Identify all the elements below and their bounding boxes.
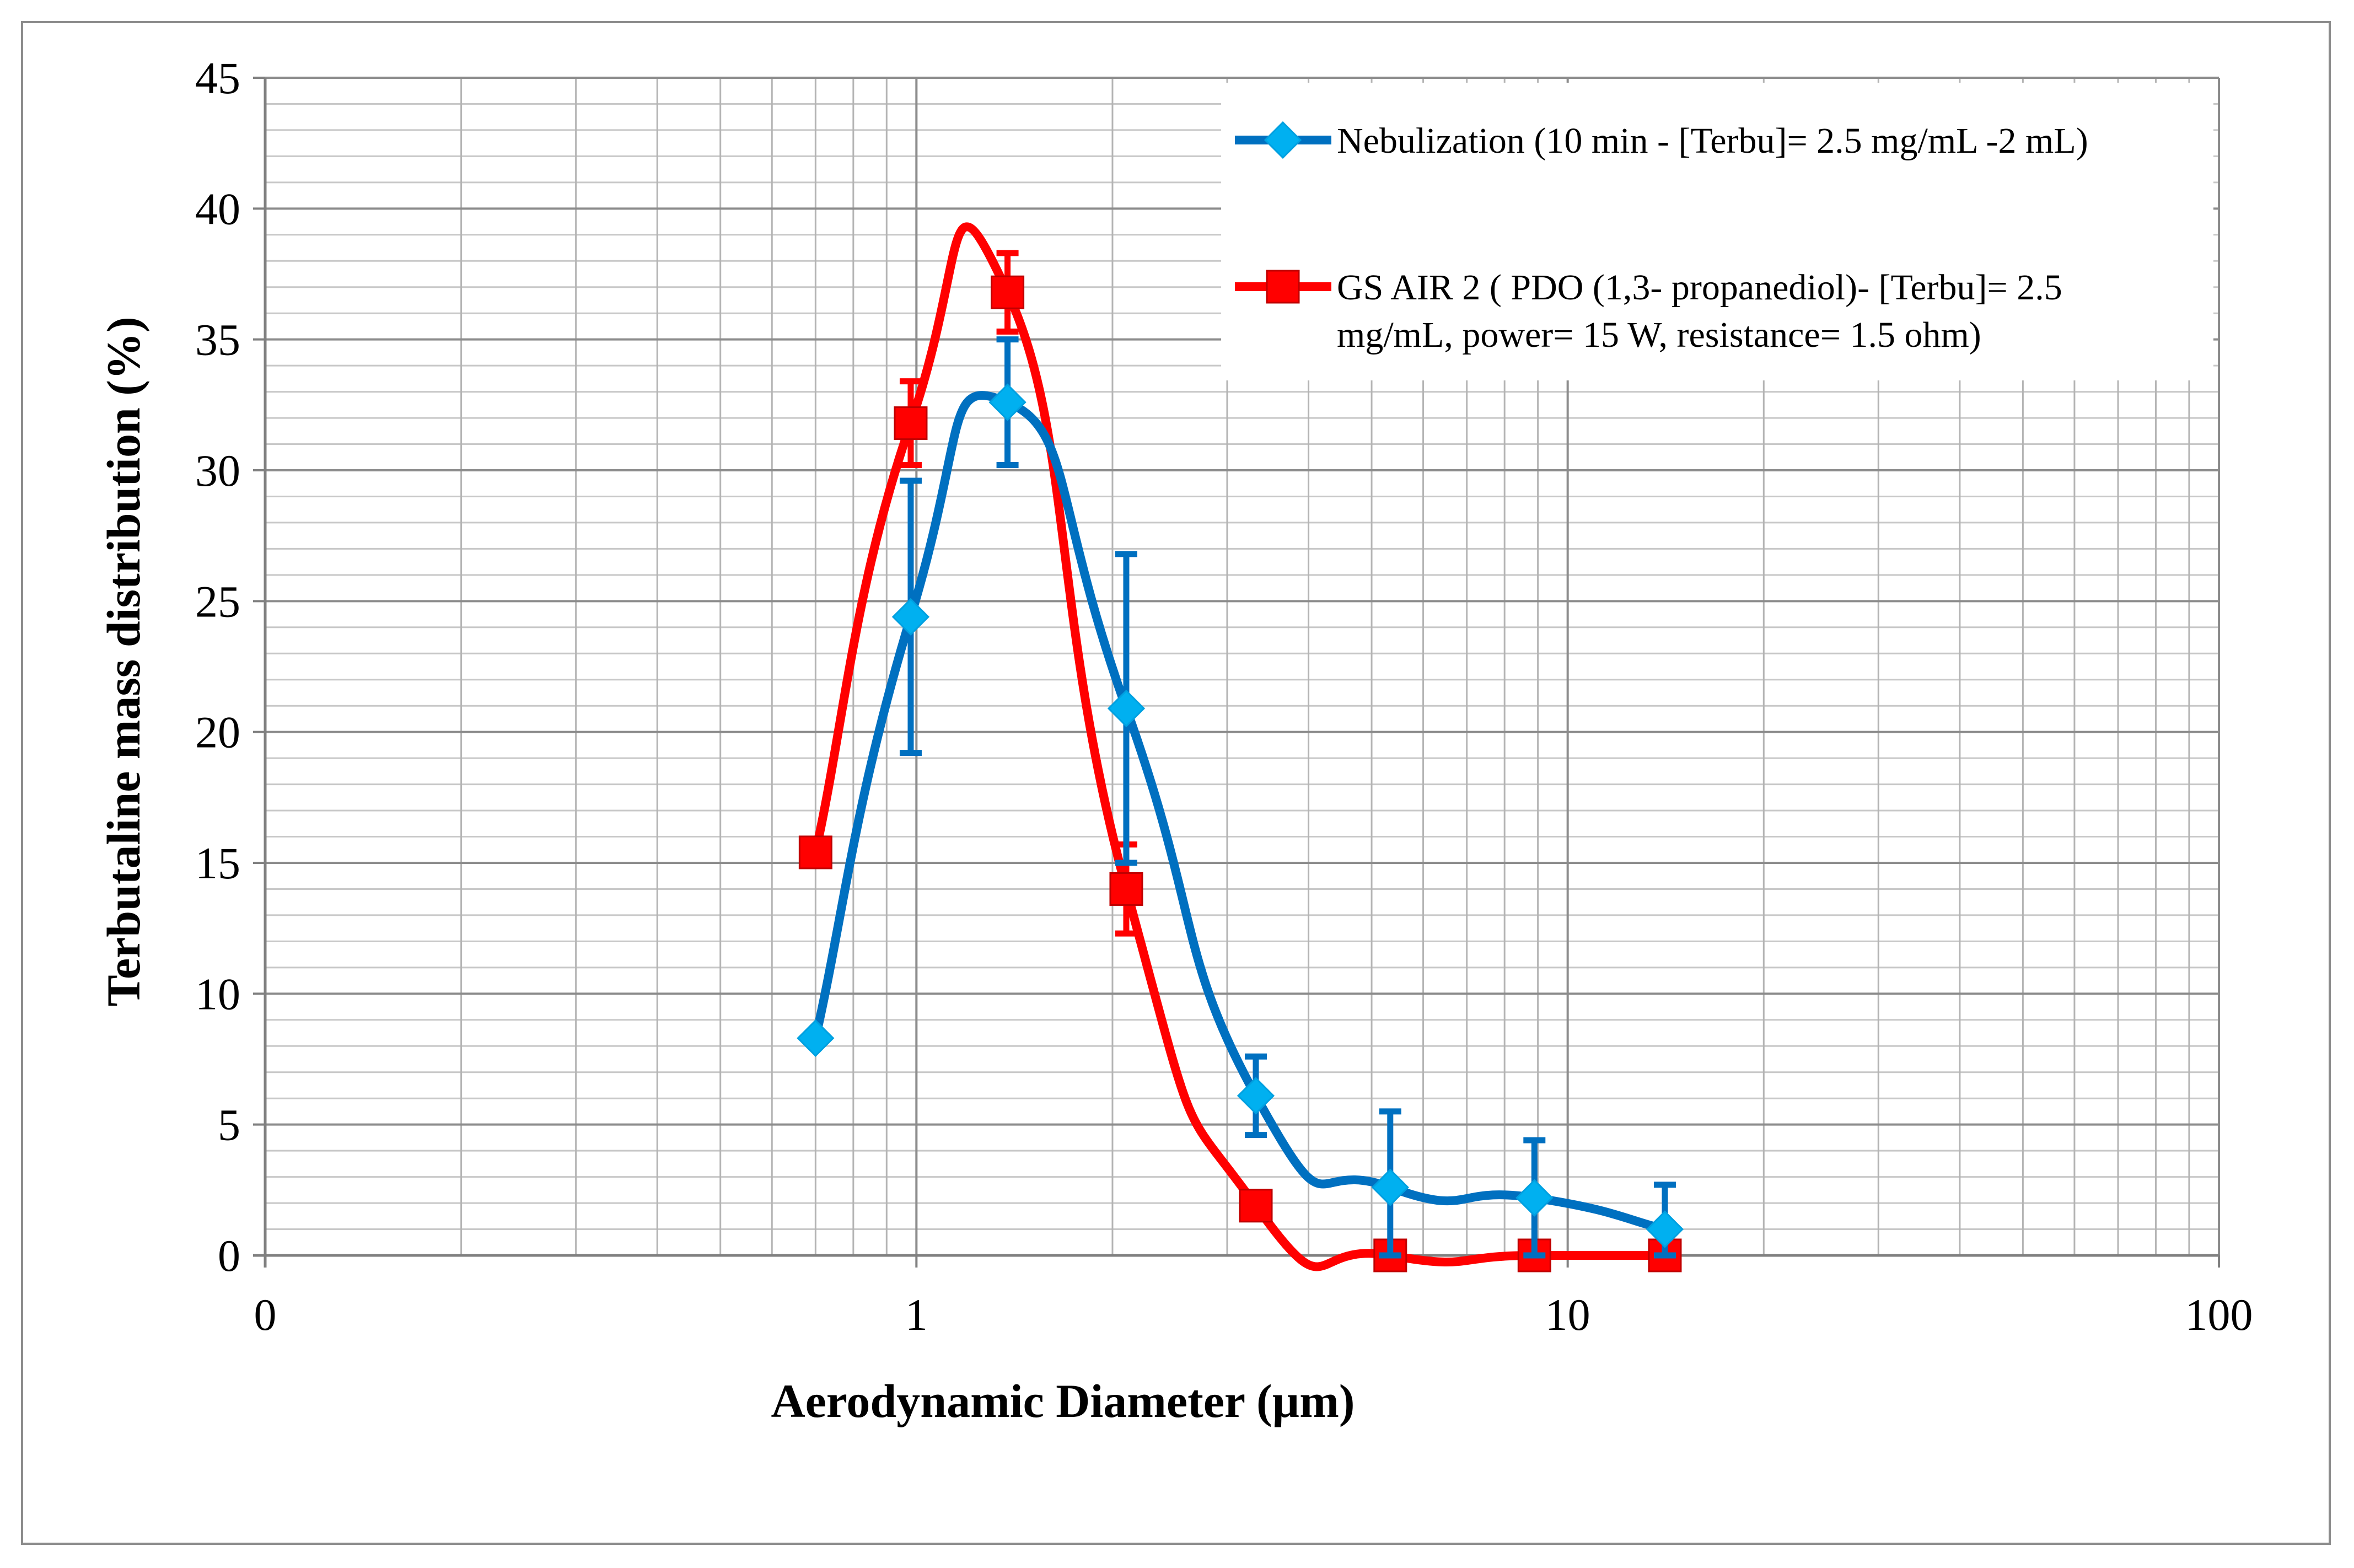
- data-point: [1109, 872, 1143, 906]
- legend-box: [1221, 83, 2213, 380]
- legend-label-gs-air-2-line1: GS AIR 2 ( PDO (1,3- propanediol)- [Terb…: [1337, 267, 2062, 308]
- y-axis-title: Terbutaline mass distribution (%): [97, 316, 150, 1006]
- series-nebulization: [797, 336, 1684, 1259]
- legend-marker-gs-air-2: [1266, 270, 1300, 304]
- axis-layer: 0 5 10 15 20 25 30 35 40 45 0 1 10 100: [195, 53, 2253, 1340]
- y-tick-label: 25: [195, 576, 240, 626]
- data-point: [1646, 1210, 1684, 1248]
- y-tick-label: 30: [195, 445, 240, 496]
- x-tick-label: 100: [2185, 1290, 2253, 1340]
- data-point: [1239, 1189, 1273, 1223]
- y-tick-label: 5: [218, 1100, 240, 1150]
- y-tick-label: 45: [195, 53, 240, 103]
- data-point: [1237, 1077, 1275, 1115]
- data-point: [797, 1019, 835, 1057]
- legend-label-nebulization: Nebulization (10 min - [Terbu]= 2.5 mg/m…: [1337, 121, 2088, 161]
- y-tick-label: 0: [218, 1231, 240, 1281]
- x-axis-title: Aerodynamic Diameter (µm): [771, 1374, 1355, 1427]
- y-tick-label: 10: [195, 969, 240, 1019]
- y-tick-label: 35: [195, 315, 240, 365]
- legend-layer: Nebulization (10 min - [Terbu]= 2.5 mg/m…: [1221, 83, 2213, 380]
- legend-marker-nebulization: [1264, 121, 1302, 159]
- data-point: [988, 383, 1026, 421]
- legend-label-gs-air-2-line2: mg/mL, power= 15 W, resistance= 1.5 ohm): [1337, 315, 1981, 355]
- data-point: [891, 598, 930, 636]
- data-point: [1371, 1168, 1409, 1206]
- y-tick-label: 15: [195, 838, 240, 888]
- x-tick-label: 10: [1545, 1290, 1590, 1340]
- data-point: [991, 275, 1025, 309]
- x-tick-label: 1: [905, 1290, 928, 1340]
- y-tick-label: 20: [195, 707, 240, 758]
- series-layer: [797, 222, 1684, 1272]
- data-point: [894, 406, 928, 441]
- data-point: [1107, 689, 1146, 728]
- y-tick-label: 40: [195, 184, 240, 234]
- data-point: [798, 835, 832, 869]
- x-tick-label: 0: [254, 1290, 277, 1340]
- data-point: [1515, 1179, 1554, 1217]
